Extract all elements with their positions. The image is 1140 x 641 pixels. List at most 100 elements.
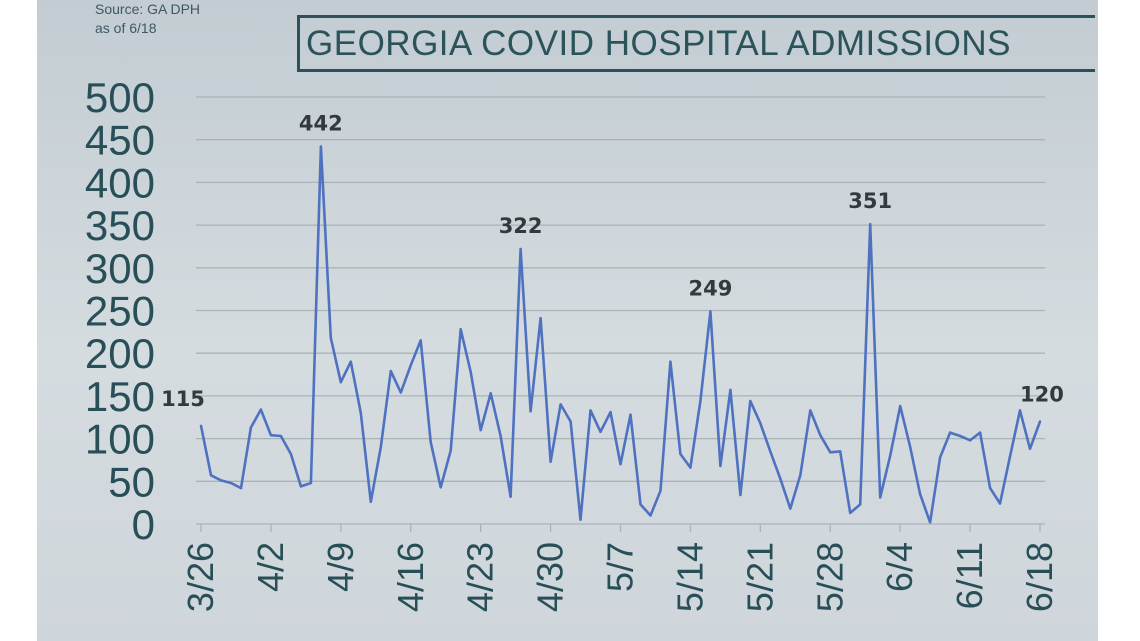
- data-point: [499, 434, 502, 438]
- x-tick-label: 6/18: [1019, 542, 1060, 612]
- data-point: [259, 408, 263, 411]
- data-point: [299, 485, 303, 488]
- data-point: [419, 339, 422, 342]
- data-point: [649, 514, 652, 517]
- data-point: [539, 317, 542, 320]
- data-point: [889, 454, 892, 457]
- data-point: [229, 481, 233, 485]
- chart-panel: [37, 0, 1098, 641]
- data-point: [1008, 455, 1012, 458]
- x-tick-label: 4/23: [460, 542, 501, 612]
- y-tick-label: 300: [85, 245, 155, 292]
- data-point: [489, 392, 492, 395]
- data-point: [439, 486, 442, 489]
- x-tick-label: 5/14: [669, 542, 710, 612]
- y-tick-label: 250: [85, 288, 155, 335]
- data-point: [879, 496, 882, 499]
- data-point: [918, 492, 922, 496]
- data-point: [349, 360, 352, 363]
- x-tick-label: 4/9: [320, 542, 361, 592]
- data-point: [899, 404, 902, 408]
- data-point: [269, 434, 273, 437]
- data-point: [709, 310, 712, 313]
- date-line: as of 6/18: [95, 20, 157, 36]
- data-point: [938, 456, 942, 459]
- data-point: [359, 411, 362, 415]
- data-point: [459, 328, 462, 331]
- data-point: [609, 410, 612, 414]
- data-label: 322: [499, 214, 543, 238]
- x-tick-label: 5/7: [600, 542, 641, 592]
- data-point: [998, 502, 1002, 505]
- data-point: [849, 511, 852, 515]
- data-point: [968, 439, 972, 442]
- data-point: [209, 474, 213, 477]
- data-point: [319, 145, 323, 148]
- data-point: [729, 388, 732, 392]
- y-tick-label: 150: [85, 373, 155, 420]
- title-box: GEORGIA COVID HOSPITAL ADMISSIONS: [297, 15, 1095, 72]
- data-label: 351: [848, 189, 892, 213]
- data-point: [329, 336, 332, 339]
- data-point: [409, 364, 412, 367]
- data-point: [279, 434, 283, 438]
- data-point: [469, 370, 472, 374]
- x-tick-label: 4/2: [250, 542, 291, 592]
- data-point: [669, 360, 672, 363]
- y-tick-label: 200: [85, 330, 155, 377]
- chart-title: GEORGIA COVID HOSPITAL ADMISSIONS: [306, 23, 1011, 63]
- data-point: [759, 422, 762, 425]
- data-point: [948, 431, 952, 434]
- data-point: [399, 391, 402, 394]
- data-point: [619, 463, 622, 466]
- data-point: [769, 450, 772, 453]
- data-point: [599, 430, 602, 433]
- data-point: [479, 428, 482, 432]
- data-point: [689, 466, 692, 469]
- y-tick-label: 350: [85, 202, 155, 249]
- data-point: [779, 477, 782, 480]
- data-point: [449, 449, 452, 452]
- x-tick-label: 3/26: [180, 542, 221, 612]
- data-point: [988, 486, 992, 490]
- data-point: [829, 451, 832, 454]
- x-tick-label: 4/16: [390, 542, 431, 612]
- data-label: 115: [161, 387, 205, 411]
- data-point: [958, 434, 962, 438]
- y-tick-label: 100: [85, 416, 155, 463]
- data-point: [869, 223, 872, 226]
- data-point: [659, 489, 662, 492]
- data-point: [199, 424, 203, 427]
- data-point: [799, 474, 802, 477]
- data-point: [369, 500, 372, 503]
- data-point: [749, 399, 752, 403]
- data-point: [519, 247, 522, 251]
- data-point: [249, 426, 253, 429]
- data-point: [1018, 409, 1022, 412]
- data-point: [1038, 420, 1042, 423]
- data-label: 249: [688, 276, 732, 300]
- data-point: [809, 409, 812, 412]
- data-point: [559, 403, 562, 406]
- data-point: [569, 420, 572, 423]
- data-point: [429, 440, 432, 444]
- y-tick-label: 500: [85, 74, 155, 121]
- y-tick-label: 450: [85, 117, 155, 164]
- data-point: [379, 445, 382, 449]
- source-note: Source: GA DPH as of 6/18: [95, 0, 200, 38]
- data-point: [289, 452, 293, 456]
- data-point: [1028, 447, 1032, 450]
- x-tick-label: 4/30: [530, 542, 571, 612]
- data-point: [509, 495, 512, 498]
- data-point: [639, 503, 642, 506]
- data-point: [928, 521, 932, 524]
- y-tick-label: 400: [85, 159, 155, 206]
- data-point: [699, 399, 702, 403]
- x-tick-label: 6/11: [949, 542, 990, 609]
- data-point: [339, 381, 342, 384]
- data-point: [629, 413, 632, 416]
- y-tick-label: 0: [132, 501, 155, 548]
- data-point: [978, 431, 982, 434]
